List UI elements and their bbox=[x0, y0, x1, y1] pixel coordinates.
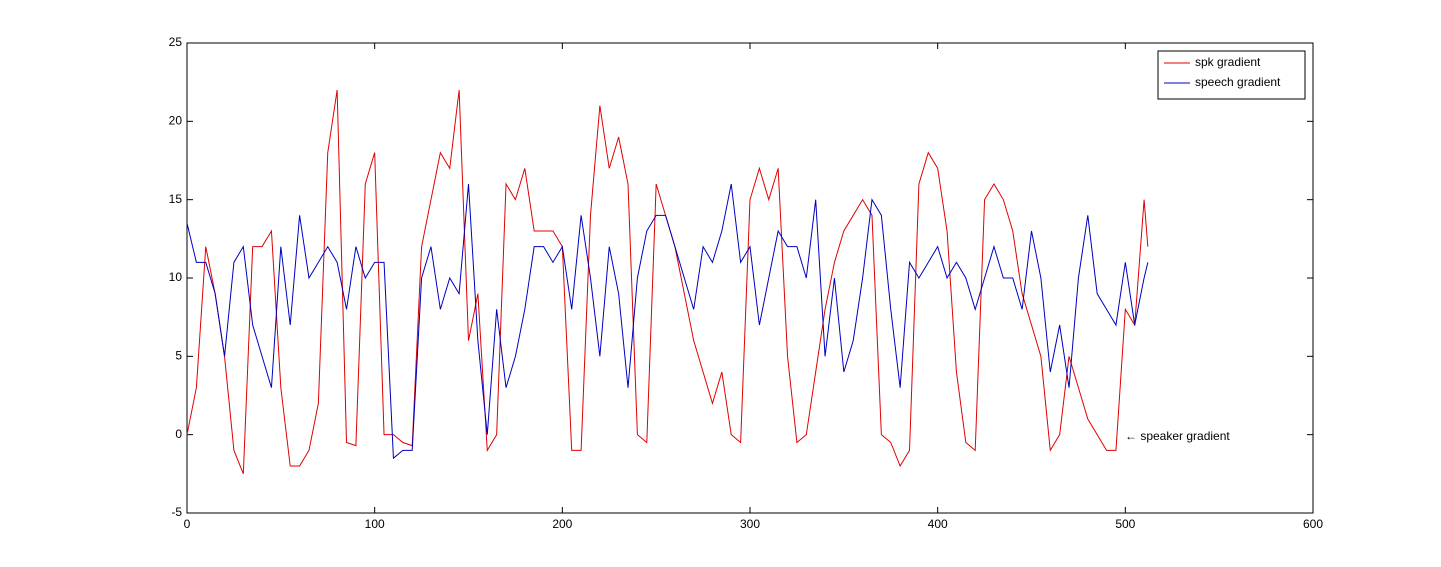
y-tick-label: 5 bbox=[175, 349, 182, 363]
series-line bbox=[186, 183, 1149, 460]
x-tick-label: 0 bbox=[184, 517, 191, 531]
annotation: ← speaker gradient bbox=[1125, 429, 1230, 443]
x-tick-label: 400 bbox=[928, 517, 948, 531]
y-tick-label: 20 bbox=[169, 114, 183, 128]
x-tick-label: 200 bbox=[552, 517, 572, 531]
x-tick-label: 600 bbox=[1303, 517, 1323, 531]
x-tick-label: 100 bbox=[365, 517, 385, 531]
y-tick-label: -5 bbox=[171, 505, 182, 519]
legend-label: speech gradient bbox=[1195, 75, 1281, 89]
y-tick-label: 15 bbox=[169, 192, 183, 206]
y-tick-label: 0 bbox=[175, 427, 182, 441]
y-tick-label: 10 bbox=[169, 270, 183, 284]
x-tick-label: 500 bbox=[1115, 517, 1135, 531]
legend-box bbox=[1157, 50, 1306, 100]
legend-label: spk gradient bbox=[1195, 55, 1261, 69]
plot-area bbox=[186, 42, 1314, 514]
y-tick-label: 25 bbox=[169, 35, 183, 49]
x-tick-label: 300 bbox=[740, 517, 760, 531]
